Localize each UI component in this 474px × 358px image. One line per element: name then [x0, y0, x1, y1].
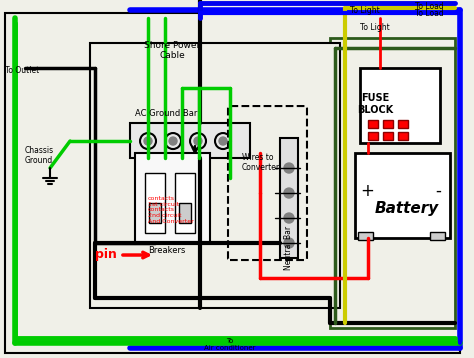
Text: To Light: To Light: [360, 23, 390, 32]
Text: To Light: To Light: [350, 6, 380, 15]
Bar: [355, 153, 450, 238]
Bar: [368, 132, 378, 140]
Text: Breakers: Breakers: [148, 246, 185, 255]
Text: To
Air conditioner: To Air conditioner: [204, 338, 256, 351]
Text: contacts
1st circuit: contacts 1st circuit: [148, 196, 179, 207]
Text: pin: pin: [95, 248, 117, 261]
Bar: [383, 120, 393, 128]
Bar: [90, 43, 340, 308]
Text: Battery: Battery: [375, 201, 439, 216]
Bar: [280, 138, 298, 258]
Circle shape: [284, 163, 294, 173]
Bar: [149, 203, 161, 223]
Circle shape: [219, 137, 227, 145]
Bar: [179, 203, 191, 223]
Bar: [398, 132, 408, 140]
Text: FUSE
BLOCK: FUSE BLOCK: [357, 93, 393, 115]
Bar: [360, 68, 440, 143]
Text: Chassis
Ground: Chassis Ground: [25, 146, 54, 165]
Bar: [330, 38, 455, 328]
Text: +: +: [360, 182, 374, 200]
Circle shape: [284, 213, 294, 223]
Bar: [383, 132, 393, 140]
Text: contacts
2nd circuit
And Converter: contacts 2nd circuit And Converter: [148, 207, 194, 224]
Text: Shore Power
Cable: Shore Power Cable: [144, 41, 200, 60]
Bar: [145, 173, 165, 233]
Bar: [398, 120, 408, 128]
Bar: [358, 232, 373, 240]
Circle shape: [284, 238, 294, 248]
Bar: [175, 173, 195, 233]
Circle shape: [144, 137, 152, 145]
Text: To Load: To Load: [415, 2, 444, 11]
Text: Wires to
Converter: Wires to Converter: [242, 153, 280, 172]
Text: To Outlet: To Outlet: [5, 66, 39, 75]
Text: To Load: To Load: [415, 9, 444, 18]
Text: AC Ground Bar: AC Ground Bar: [135, 109, 197, 118]
Circle shape: [284, 188, 294, 198]
Text: -: -: [435, 182, 441, 200]
Text: Neutral Bar: Neutral Bar: [284, 226, 293, 270]
Bar: [430, 232, 445, 240]
Bar: [130, 123, 250, 158]
Bar: [135, 153, 210, 243]
Circle shape: [194, 137, 202, 145]
Circle shape: [169, 137, 177, 145]
Bar: [368, 120, 378, 128]
